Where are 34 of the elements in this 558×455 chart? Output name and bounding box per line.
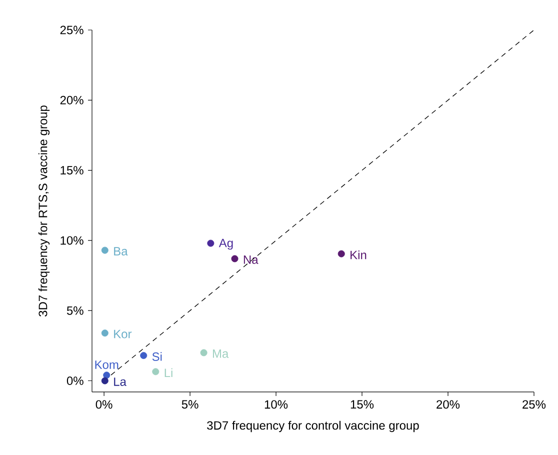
series-label: Kin	[350, 250, 366, 260]
point	[140, 352, 148, 360]
point	[101, 246, 108, 254]
y-tick-label: 0%	[66, 376, 84, 385]
x-tick-label: 5%	[182, 400, 198, 409]
series-label: Si	[152, 352, 162, 361]
y-tick-label: 10%	[60, 236, 84, 245]
series-label: Kor	[114, 330, 132, 338]
y-axis-title: 3D7 frequency for RTS,S vaccine group	[38, 106, 50, 316]
point	[103, 372, 110, 379]
series-label: Ag	[218, 238, 233, 250]
series-label: Ba	[114, 247, 128, 256]
series-label: Ma	[212, 350, 229, 358]
y-tick-label: 20%	[60, 96, 84, 104]
series-label: Li	[164, 368, 172, 377]
y-tick-label: 25%	[60, 26, 84, 34]
x-tick-label: 25%	[522, 400, 546, 409]
series-label: La	[114, 378, 126, 386]
series-label: Na	[244, 256, 258, 264]
point	[338, 250, 345, 258]
point	[101, 377, 108, 384]
x-tick-label: 10%	[264, 400, 288, 409]
point	[101, 330, 108, 337]
x-tick-label: 15%	[350, 400, 374, 409]
x-tick-label: 20%	[436, 400, 460, 409]
point	[200, 349, 208, 356]
point	[231, 255, 238, 262]
y-tick-label: 5%	[66, 306, 84, 315]
point	[207, 240, 214, 247]
point	[152, 368, 160, 376]
series-label: Kom	[95, 360, 118, 369]
x-axis-title: 3D7 frequency for control vaccine group	[207, 420, 419, 432]
x-tick-label: 0%	[96, 400, 112, 409]
y-tick-label: 15%	[60, 166, 84, 175]
